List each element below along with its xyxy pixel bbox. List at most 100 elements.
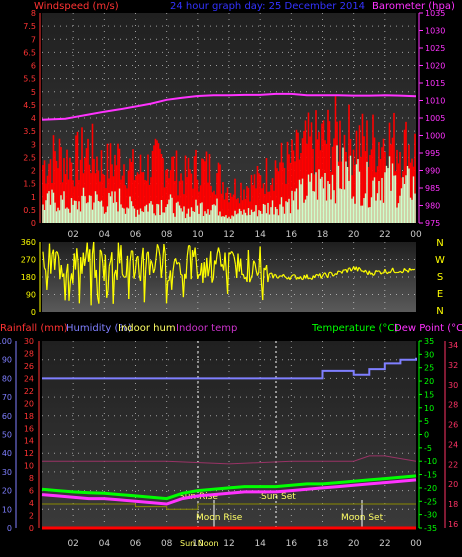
x-tick-label: 20 (348, 539, 360, 549)
barometer-tick-label: 980 (425, 202, 440, 211)
temperature-tick-label: 35 (424, 337, 434, 346)
dewpoint-title: Dew Point (°C) (394, 323, 462, 334)
direction-tick-label: 270 (21, 256, 36, 265)
direction-trace (294, 275, 295, 276)
x-tick-label: 12 (223, 539, 234, 549)
x-tick-label: 08 (161, 230, 173, 240)
barometer-tick-label: 1030 (425, 27, 445, 36)
humidity-tick-label: 40 (2, 449, 12, 458)
rainfall-tick-label: 28 (24, 349, 34, 358)
temperature-tick-label: -25 (424, 497, 437, 506)
windspeed-tick-label: 7 (31, 35, 36, 44)
rainfall-tick-label: 0 (29, 524, 34, 533)
dewpoint-tick-label: 18 (448, 500, 458, 509)
windspeed-tick-label: 4 (31, 114, 36, 123)
rainfall-tick-label: 8 (29, 474, 34, 483)
temperature-tick-label: -15 (424, 471, 437, 480)
x-tick-label: 14 (254, 230, 266, 240)
temperature-tick-label: 0 (424, 431, 429, 440)
windspeed-tick-label: 6.5 (23, 48, 36, 57)
x-tick-label: 18 (317, 539, 329, 549)
direction-trace (269, 273, 270, 274)
humidity-tick-label: 50 (2, 431, 12, 440)
x-tick-label: 16 (286, 230, 298, 240)
temperature-tick-label: -35 (424, 524, 437, 533)
direction-tick-label: 180 (21, 273, 36, 282)
windspeed-tick-label: 7.5 (23, 22, 36, 31)
direction-trace (378, 271, 379, 272)
direction-tick-label: 90 (26, 291, 36, 300)
barometer-tick-label: 1000 (425, 132, 445, 141)
rainfall-tick-label: 20 (24, 399, 34, 408)
barometer-tick-label: 975 (425, 219, 440, 228)
x-tick-label: 00 (410, 230, 422, 240)
windspeed-tick-label: 4.5 (23, 101, 36, 110)
direction-trace (285, 277, 286, 278)
x-tick-label: 04 (99, 230, 111, 240)
direction-trace (402, 272, 403, 273)
barometer-tick-label: 1020 (425, 62, 445, 71)
barometer-tick-label: 1035 (425, 9, 445, 18)
x-tick-label: 16 (286, 539, 298, 549)
x-tick-label: 02 (67, 539, 78, 549)
indoor-temp-title: Indoor temp (176, 323, 237, 334)
rainfall-title: Rainfall (mm) (0, 323, 68, 334)
dewpoint-tick-label: 32 (448, 361, 458, 370)
dewpoint-tick-label: 26 (448, 421, 458, 430)
windspeed-tick-label: 0.5 (23, 206, 36, 215)
x-tick-label: 00 (410, 539, 422, 549)
windspeed-tick-label: 1.5 (23, 180, 36, 189)
humidity-tick-label: 30 (2, 468, 12, 477)
dewpoint-tick-label: 24 (448, 440, 458, 449)
temperature-tick-label: 25 (424, 364, 434, 373)
windspeed-tick-label: 5.5 (23, 75, 36, 84)
dewpoint-tick-label: 20 (448, 480, 458, 489)
direction-trace (373, 274, 374, 275)
x-tick-label: 06 (130, 230, 142, 240)
dewpoint-tick-label: 22 (448, 460, 458, 469)
rainfall-tick-label: 30 (24, 337, 34, 346)
humidity-tick-label: 90 (2, 356, 12, 365)
temperature-tick-label: -30 (424, 511, 437, 520)
barometer-tick-label: 985 (425, 184, 440, 193)
windspeed-tick-label: 2 (31, 167, 36, 176)
indoor-hum-title: Indoor hum (118, 323, 176, 334)
direction-trace (338, 271, 339, 272)
dewpoint-tick-label: 28 (448, 401, 458, 410)
windspeed-tick-label: 1 (31, 193, 36, 202)
sun-set-label: Sun Set (261, 492, 296, 502)
x-tick-label: 22 (379, 230, 390, 240)
rainfall-tick-label: 16 (24, 424, 34, 433)
rainfall-tick-label: 6 (29, 487, 34, 496)
rainfall-tick-label: 12 (24, 449, 34, 458)
temperature-tick-label: 15 (424, 390, 434, 399)
humidity-tick-label: 10 (2, 505, 12, 514)
temperature-tick-label: -10 (424, 457, 437, 466)
moon-rise-label: Moon Rise (196, 513, 243, 523)
x-tick-label: 14 (254, 539, 266, 549)
temperature-tick-label: 5 (424, 417, 429, 426)
direction-trace (414, 269, 415, 270)
dewpoint-tick-label: 30 (448, 381, 458, 390)
rainfall-tick-label: 10 (24, 462, 34, 471)
humidity-tick-label: 70 (2, 393, 12, 402)
rainfall-tick-label: 2 (29, 512, 34, 521)
windspeed-title: Windspeed (m/s) (34, 1, 119, 12)
humidity-tick-label: 20 (2, 487, 12, 496)
humidity-axis: 0102030405060708090100 (0, 337, 16, 533)
temperature-tick-label: 30 (424, 350, 434, 359)
compass-label: E (437, 289, 443, 300)
barometer-tick-label: 1015 (425, 79, 445, 88)
direction-trace (333, 275, 334, 276)
direction-trace (411, 269, 412, 270)
x-tick-label: 08 (161, 539, 173, 549)
moon-set-label: Moon Set (341, 513, 384, 523)
